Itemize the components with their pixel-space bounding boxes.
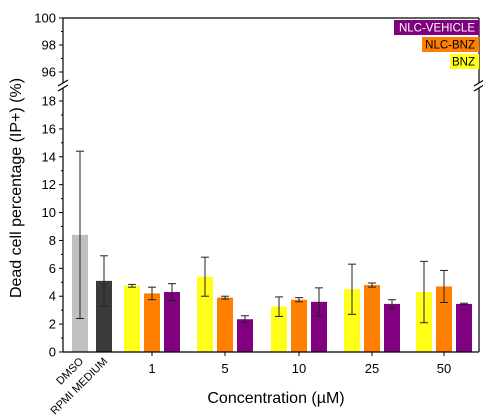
series-bar [291, 299, 307, 352]
axis-break-mark [473, 79, 483, 87]
lower-y-tick-labels: 0 2 4 6 8 10 12 14 16 18 [42, 94, 63, 360]
y-tick-label: 18 [42, 94, 56, 109]
y-tick-label: 2 [49, 317, 56, 332]
y-tick-label: 4 [49, 289, 56, 304]
y-tick-label: 100 [34, 11, 56, 26]
error-bars [76, 150, 468, 324]
bars [72, 234, 472, 352]
series-bar [456, 303, 472, 352]
x-tick-label: 25 [365, 361, 379, 376]
y-tick-label: 98 [42, 38, 56, 53]
y-tick-label: 16 [42, 121, 56, 136]
y-axis-title: Dead cell percentage (IP+) (%) [8, 78, 25, 298]
y-tick-label: 12 [42, 177, 56, 192]
series-bar [164, 292, 180, 352]
series-bar [364, 285, 380, 352]
legend-label: NLC-VEHICLE [399, 23, 475, 35]
legend-swatch [422, 37, 479, 52]
series-bar [271, 306, 287, 352]
y-tick-label: 14 [42, 149, 56, 164]
y-tick-label: 6 [49, 261, 56, 276]
x-tick-label: 5 [221, 361, 228, 376]
legend-swatch [450, 54, 479, 69]
y-tick-label: 0 [49, 345, 56, 360]
series-bar [311, 301, 327, 352]
axis-break-mark [57, 79, 69, 87]
legend-swatch [394, 20, 479, 35]
x-tick-label: 1 [148, 361, 155, 376]
y-tick-label: 96 [42, 65, 56, 80]
legend-label: BNZ [452, 57, 475, 69]
axis-break-mark [473, 84, 483, 92]
series-bar [344, 289, 360, 352]
series-bar [124, 285, 140, 352]
upper-y-tick-labels: 96 98 100 [34, 11, 63, 80]
legend-label: NLC-BNZ [425, 40, 475, 52]
y-tick-label: 8 [49, 233, 56, 248]
legend: NLC-VEHICLE NLC-BNZ BNZ [394, 20, 479, 69]
x-axis-title: Concentration (µM) [207, 390, 344, 407]
y-tick-label: 10 [42, 205, 56, 220]
series-bar [237, 319, 253, 352]
series-bar [384, 303, 400, 352]
series-bar [197, 276, 213, 352]
axes [57, 17, 483, 353]
series-bar [144, 293, 160, 352]
axis-break-mark [57, 84, 69, 92]
x-tick-label: 50 [437, 361, 451, 376]
x-tick-label: 10 [292, 361, 306, 376]
series-bar [217, 297, 233, 352]
control-bar [96, 280, 112, 352]
